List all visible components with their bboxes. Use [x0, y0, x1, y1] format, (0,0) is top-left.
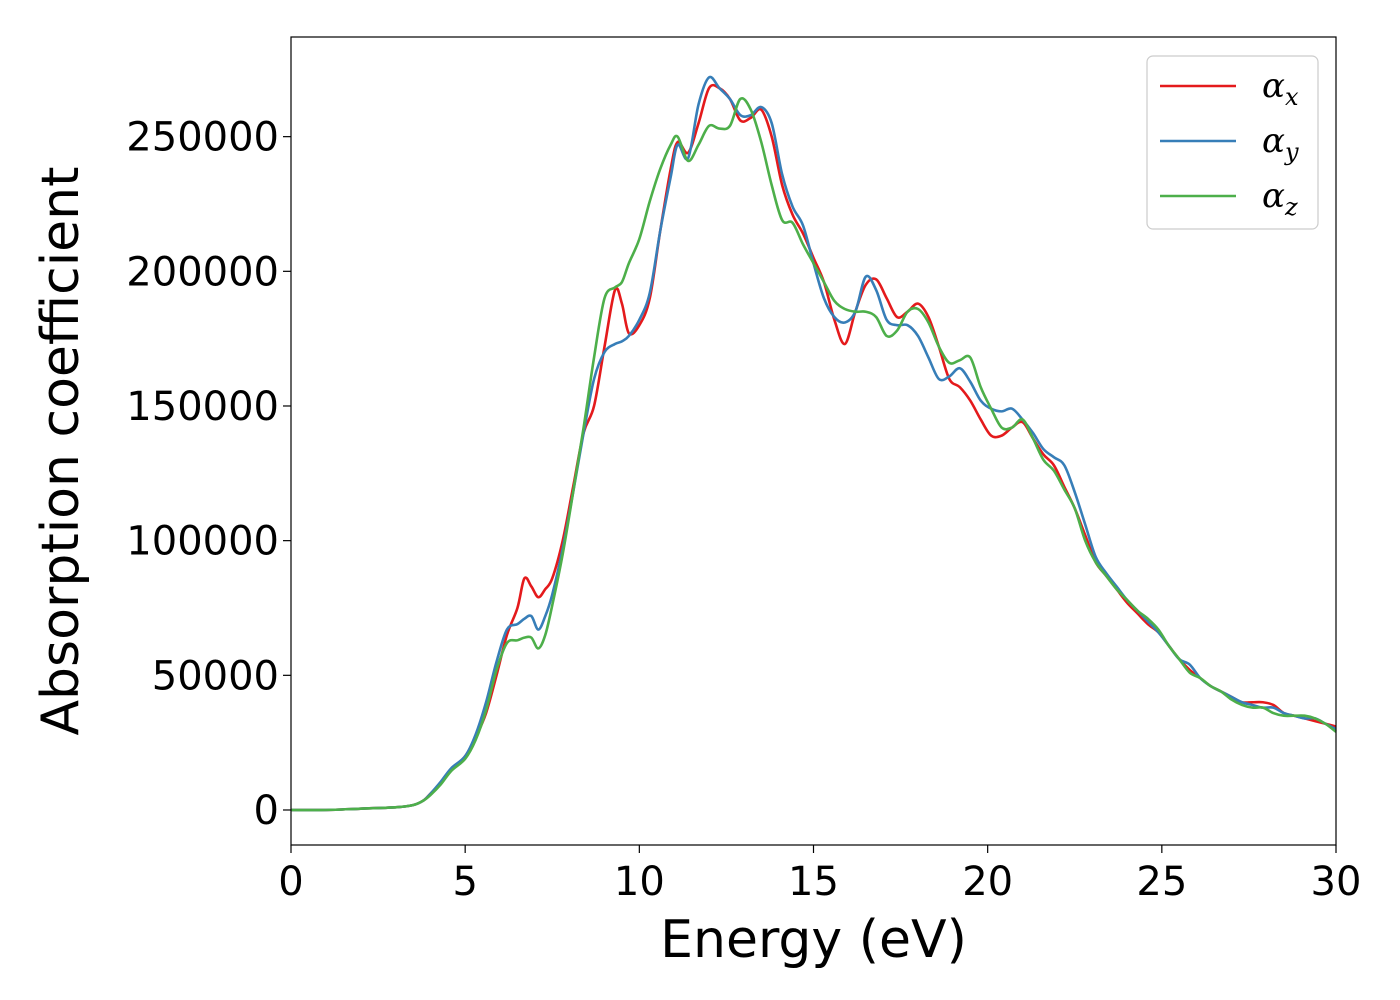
x-tick-label: 15: [788, 859, 839, 905]
x-axis: 0 5 10 15 20 25 30: [278, 845, 1361, 905]
x-tick-label: 10: [614, 859, 665, 905]
y-tick-label: 200000: [126, 249, 279, 295]
series-line-z: [290, 97, 1337, 812]
x-axis-label: Energy (eV): [660, 910, 967, 970]
legend-box: [1146, 55, 1319, 230]
y-tick-label: 150000: [126, 384, 279, 430]
legend-label-x: αx: [1262, 66, 1299, 111]
series-layer: [290, 75, 1337, 812]
y-axis-label: Absorption coefficient: [31, 166, 91, 735]
legend: αx αy αz: [1146, 55, 1319, 230]
y-tick-label: 50000: [152, 653, 279, 699]
x-tick-label: 20: [962, 859, 1013, 905]
x-tick-label: 25: [1136, 859, 1187, 905]
x-tick-label: 5: [452, 859, 477, 905]
legend-label-z: αz: [1262, 176, 1298, 221]
y-axis: 0 50000 100000 150000 200000 250000: [126, 115, 291, 834]
x-tick-label: 0: [278, 859, 303, 905]
legend-label-y: αy: [1262, 121, 1299, 166]
y-tick-label: 100000: [126, 519, 279, 565]
x-tick-label: 30: [1311, 859, 1362, 905]
y-tick-label: 250000: [126, 115, 279, 161]
y-tick-label: 0: [254, 788, 279, 834]
